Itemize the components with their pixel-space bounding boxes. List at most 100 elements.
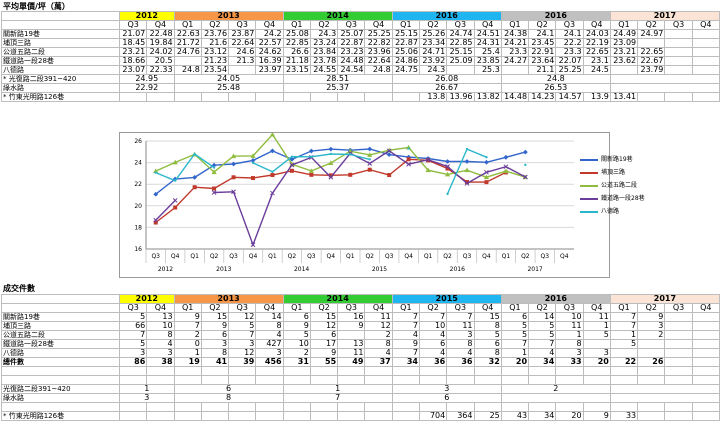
table-cell: 21.1: [528, 65, 557, 75]
merged-cell: [609, 393, 720, 403]
table-cell: [664, 65, 693, 75]
blank-cell: [664, 366, 693, 376]
table-cell: 25: [473, 411, 502, 421]
blank-cell: [582, 375, 611, 385]
table-cell: 24.5: [582, 65, 611, 75]
table-cell: 31: [282, 357, 311, 367]
table-cell: 37: [364, 357, 393, 367]
blank-cell: [691, 366, 720, 376]
table-cell: 18.66: [118, 56, 148, 66]
merged-cell: 24.95: [119, 74, 175, 84]
table-cell: 23.87: [228, 29, 257, 39]
year-header: 2017: [609, 294, 720, 304]
data-point: [367, 146, 373, 152]
quarter-header: Q3: [446, 303, 475, 313]
table-cell: 24.3: [309, 29, 339, 39]
table-cell: [664, 56, 693, 66]
row-label: 八德路: [1, 65, 120, 75]
x-tick-label: Q3: [463, 253, 472, 260]
table-cell: 24.6: [228, 47, 257, 57]
table-cell: [173, 56, 202, 66]
table-cell: 25.08: [282, 29, 311, 39]
table-cell: [691, 321, 720, 331]
header-blank: [1, 303, 120, 313]
legend-label: 關新路19巷: [601, 156, 633, 163]
data-point: [407, 147, 410, 150]
data-point: [250, 153, 256, 158]
data-point: [425, 157, 431, 163]
year-header: 2012: [119, 294, 175, 304]
table-cell: [691, 330, 720, 340]
table-cell: 7: [173, 321, 202, 331]
table-cell: [637, 339, 666, 349]
table-cell: 16: [337, 312, 366, 322]
table-cell: 9: [391, 339, 420, 349]
quarter-header: Q3: [337, 303, 366, 313]
data-point: [289, 168, 294, 173]
table-cell: 427: [255, 339, 284, 349]
blank-cell: [173, 375, 202, 385]
blank-cell: [500, 375, 530, 385]
blank-cell: [255, 375, 284, 385]
row-label: 綠水路: [1, 83, 120, 93]
table-cell: [446, 65, 475, 75]
table-cell: 34: [528, 357, 557, 367]
y-tick-label: 16: [134, 246, 142, 253]
blank-cell: [637, 375, 666, 385]
table-cell: 25.25: [364, 29, 393, 39]
quarter-header: Q1: [282, 20, 311, 30]
merged-cell: 6: [173, 384, 284, 394]
table-row: 八德路 3 3 1 8 12 3 2 9 11 4 7 4 4 8 1 4 3 3: [1, 348, 720, 358]
year-header: 2016: [500, 11, 611, 21]
data-point: [367, 152, 373, 157]
x-tick-label: Q4: [249, 253, 258, 260]
table-cell: 8: [473, 348, 502, 358]
table-cell: 24.03: [582, 29, 611, 39]
table-cell: 2: [637, 330, 666, 340]
table-cell: 20.5: [146, 56, 175, 66]
merged-cell: [609, 384, 720, 394]
table-cell: 3: [446, 330, 475, 340]
blank-cell: [528, 366, 557, 376]
chart-plot-area: 16 18 20 22 24 26 Q3 Q4 Q1 Q2 Q3 Q4 Q1 Q2 Q3 Q4 Q1 Q2 Q3 Q4…: [134, 133, 574, 273]
table-cell: [337, 411, 366, 421]
blank-cell: [582, 402, 611, 412]
table-cell: [500, 65, 530, 75]
table-cell: 23.07: [118, 65, 148, 75]
table-cell: 11: [582, 312, 611, 322]
table-cell: 41: [200, 357, 230, 367]
legend-swatch: [580, 172, 598, 174]
table-cell: [664, 321, 693, 331]
quarter-header: Q4: [146, 303, 175, 313]
quarter-header: Q2: [637, 303, 666, 313]
data-point: [485, 156, 488, 159]
quarter-header: Q4: [582, 303, 611, 313]
data-point: [231, 161, 236, 167]
quarter-header: Q3: [337, 20, 366, 30]
table-cell: 22.33: [146, 65, 175, 75]
quarter-header-row: Q3 Q4 Q1 Q2 Q3 Q4 Q1 Q2 Q3 Q4 Q1 Q2 Q3 Q4 Q1 Q2 Q3 Q4 Q1 Q2…: [1, 303, 720, 313]
blank-cell: [528, 375, 557, 385]
table-cell: [118, 411, 148, 421]
table-cell: [691, 411, 720, 421]
table-cell: 1: [500, 348, 530, 358]
table-cell: 13.82: [473, 92, 502, 102]
data-point: [250, 158, 256, 163]
table-cell: 456: [255, 357, 284, 367]
row-label: 八德路: [1, 348, 120, 358]
table-cell: 6: [309, 330, 339, 340]
x-tick-label: Q3: [229, 253, 238, 260]
table-cell: 14: [255, 312, 284, 322]
row-label: 關新路19巷: [1, 312, 120, 322]
table-cell: 20: [555, 411, 584, 421]
blank-cell: [637, 366, 666, 376]
table-cell: 8: [364, 339, 393, 349]
table-row: 埔頂三路 18.45 19.84 21.72 21.6 22.64 22.57 22.85 23…: [1, 38, 720, 48]
quarter-header: Q1: [500, 303, 530, 313]
table-cell: 13: [337, 339, 366, 349]
table-cell: 36: [418, 357, 448, 367]
table-cell: [228, 92, 257, 102]
table-cell: 24.1: [528, 29, 557, 39]
table-cell: 21.18: [282, 56, 311, 66]
table-cell: 22.67: [637, 56, 666, 66]
